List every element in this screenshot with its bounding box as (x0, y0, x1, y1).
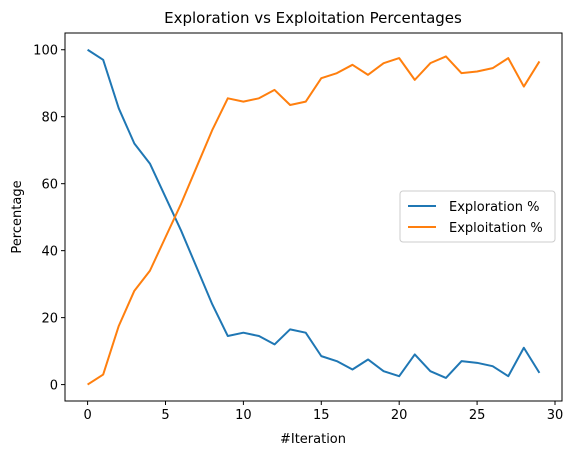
x-tick-label: 20 (391, 408, 408, 423)
legend: Exploration % Exploitation % (399, 190, 556, 243)
y-tick-label: 40 (41, 245, 58, 260)
series-line-exploitation (87, 55, 541, 386)
x-tick-label: 15 (313, 408, 330, 423)
chart-title: Exploration vs Exploitation Percentages (164, 9, 462, 27)
y-tick-label: 100 (33, 44, 58, 59)
plot-area: 0 5 10 15 20 25 30 0 20 40 60 80 100 (33, 44, 563, 423)
legend-box (399, 190, 556, 243)
y-tick-label: 60 (41, 178, 58, 193)
legend-label-exploration: Exploration % (449, 200, 539, 215)
x-tick-label: 5 (161, 408, 169, 423)
y-tick-label: 20 (41, 312, 58, 327)
series-line-exploration (87, 48, 541, 379)
legend-label-exploitation: Exploitation % (449, 221, 543, 236)
y-tick-label: 0 (50, 379, 58, 394)
x-tick-label: 0 (83, 408, 91, 423)
plot-frame (64, 32, 563, 402)
x-axis-label: #Iteration (280, 432, 346, 447)
x-tick-label: 30 (547, 408, 564, 423)
y-tick-label: 80 (41, 111, 58, 126)
x-tick-label: 10 (235, 408, 252, 423)
y-axis-label: Percentage (10, 180, 25, 253)
x-tick-label: 25 (469, 408, 486, 423)
